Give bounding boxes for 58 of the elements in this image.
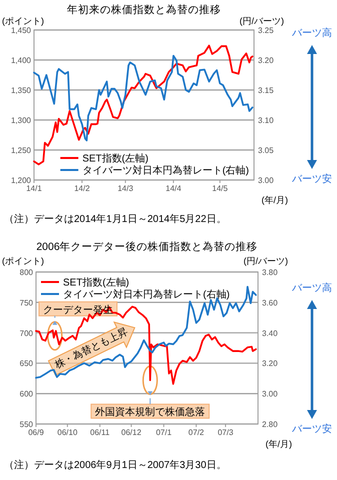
legend-label: SET指数(左軸) bbox=[63, 276, 130, 288]
x-axis-title: (年/月) bbox=[262, 195, 288, 205]
y-tick-label: 1,400 bbox=[10, 56, 32, 65]
y2-tick-label: 3.20 bbox=[258, 56, 274, 65]
line-series bbox=[33, 54, 254, 142]
y2-tick-label: 3.60 bbox=[262, 298, 278, 308]
text: （注）データは2006年9月1日～2007年3月30日。 bbox=[4, 459, 226, 471]
x-tick-label: 07/2 bbox=[188, 428, 205, 437]
y2-tick-label: 3.80 bbox=[262, 268, 278, 277]
y-tick-label: 1,350 bbox=[10, 86, 32, 95]
text: バーツ高 bbox=[291, 27, 332, 39]
y2-tick-label: 3.00 bbox=[262, 390, 278, 399]
y2-tick-label: 3.05 bbox=[258, 146, 274, 155]
text: バーツ安 bbox=[291, 423, 332, 435]
x-tick-label: 06/10 bbox=[57, 428, 78, 437]
y-tick-label: 600 bbox=[20, 390, 34, 399]
y-tick-label: 700 bbox=[20, 328, 34, 338]
legend-label: タイバーツ対日本円為替レート(右軸) bbox=[82, 164, 249, 176]
y-tick-label: 550 bbox=[20, 420, 34, 429]
x-tick-label: 06/9 bbox=[28, 428, 44, 437]
chart-title: 年初来の株価指数と為替の推移 bbox=[67, 3, 221, 16]
legend-label: タイバーツ対日本円為替レート(右軸) bbox=[63, 288, 230, 300]
y2-tick-label: 3.25 bbox=[258, 26, 274, 35]
y-axis-title: (ポイント) bbox=[2, 16, 44, 26]
annotation: 株・為替とも上昇 bbox=[52, 325, 130, 372]
y-tick-label: 750 bbox=[20, 298, 34, 308]
x-tick-label: 14/5 bbox=[212, 184, 228, 193]
legend-label: SET指数(左軸) bbox=[82, 152, 148, 164]
y2-tick-label: 2.80 bbox=[262, 420, 278, 429]
x-tick-label: 07/1 bbox=[156, 428, 172, 437]
y2-tick-label: 3.20 bbox=[262, 359, 278, 368]
x-axis-title: (年/月) bbox=[266, 439, 292, 449]
y2-axis-title: (円/バーツ) bbox=[240, 16, 284, 26]
line-series bbox=[33, 44, 254, 166]
y-tick-label: 1,250 bbox=[10, 146, 32, 155]
text: （注）データは2014年1月1日～2014年5月22日。 bbox=[4, 213, 226, 225]
y2-tick-label: 3.00 bbox=[258, 176, 274, 185]
annotation: 外国資本規制で株価急落 bbox=[95, 406, 206, 418]
y-tick-label: 1,200 bbox=[10, 176, 32, 185]
y-axis-title: (ポイント) bbox=[2, 256, 44, 266]
x-tick-label: 14/2 bbox=[74, 184, 90, 193]
x-tick-label: 14/3 bbox=[118, 184, 134, 193]
chart-title: 2006年クーデター後の株価指数と為替の推移 bbox=[36, 240, 258, 253]
x-tick-label: 06/12 bbox=[121, 428, 142, 437]
y-tick-label: 1,450 bbox=[10, 26, 32, 35]
y-tick-label: 1,300 bbox=[10, 116, 32, 125]
y2-tick-label: 3.15 bbox=[258, 86, 274, 95]
text: バーツ高 bbox=[291, 282, 332, 294]
y2-tick-label: 3.40 bbox=[262, 328, 278, 338]
x-tick-label: 06/11 bbox=[90, 428, 110, 437]
y2-tick-label: 3.10 bbox=[258, 116, 274, 125]
y2-axis-title: (円/バーツ) bbox=[244, 256, 288, 266]
x-tick-label: 07/3 bbox=[218, 428, 234, 437]
text: バーツ安 bbox=[291, 173, 332, 185]
y-tick-label: 800 bbox=[20, 268, 34, 277]
y-tick-label: 650 bbox=[20, 359, 34, 368]
x-tick-label: 14/4 bbox=[166, 184, 182, 193]
x-tick-label: 14/1 bbox=[26, 184, 42, 193]
